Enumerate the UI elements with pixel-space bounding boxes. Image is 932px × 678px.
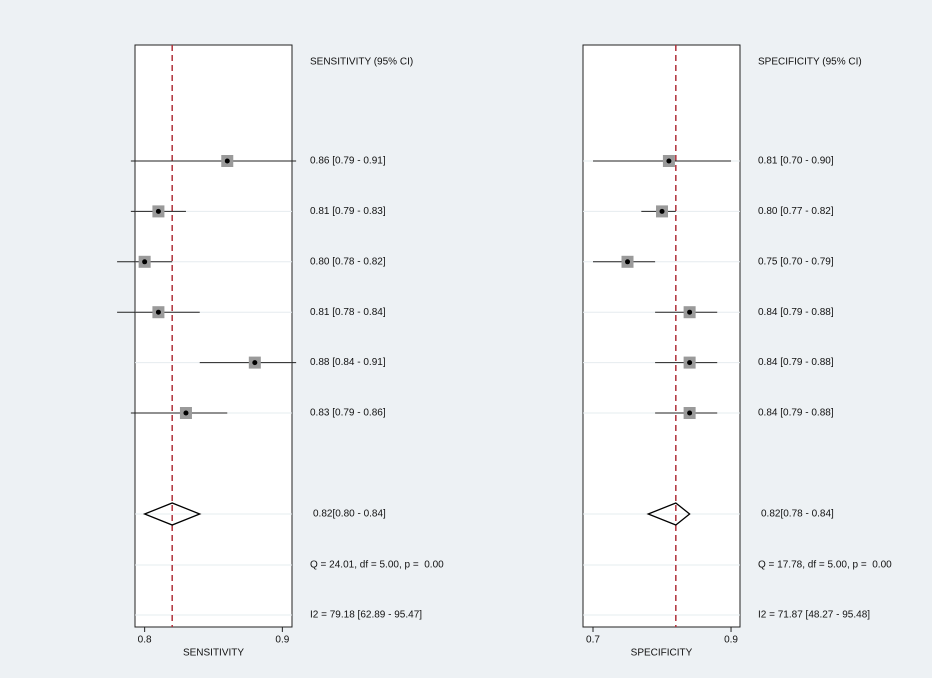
x-tick-label: 0.8 bbox=[138, 635, 152, 646]
study-label: 0.80 [0.78 - 0.82] bbox=[310, 256, 386, 267]
column-header: SENSITIVITY (95% CI) bbox=[310, 57, 413, 68]
study-point bbox=[625, 259, 631, 265]
study-point bbox=[155, 309, 161, 315]
study-label: 0.81 [0.70 - 0.90] bbox=[758, 156, 834, 167]
pooled-diamond bbox=[142, 502, 202, 526]
study-label: 0.84 [0.79 - 0.88] bbox=[758, 408, 834, 419]
heterogeneity-label: Q = 24.01, df = 5.00, p = 0.00 bbox=[310, 560, 444, 571]
study-label: 0.80 [0.77 - 0.82] bbox=[758, 206, 834, 217]
x-axis-title: SENSITIVITY bbox=[183, 648, 244, 659]
plot-area bbox=[134, 44, 293, 628]
study-label: 0.81 [0.78 - 0.84] bbox=[310, 307, 386, 318]
column-header: SPECIFICITY (95% CI) bbox=[758, 57, 862, 68]
pooled-label: 0.82[0.80 - 0.84] bbox=[313, 509, 386, 520]
study-label: 0.83 [0.79 - 0.86] bbox=[310, 408, 386, 419]
pooled-diamond bbox=[646, 502, 691, 526]
study-label: 0.84 [0.79 - 0.88] bbox=[758, 357, 834, 368]
x-tick-label: 0.7 bbox=[586, 635, 600, 646]
study-point bbox=[252, 360, 258, 366]
study-point bbox=[687, 360, 693, 366]
x-axis-title: SPECIFICITY bbox=[631, 648, 693, 659]
study-point bbox=[155, 208, 161, 214]
study-label: 0.81 [0.79 - 0.83] bbox=[310, 206, 386, 217]
x-tick-label: 0.9 bbox=[724, 635, 738, 646]
x-tick-label: 0.9 bbox=[275, 635, 289, 646]
study-label: 0.88 [0.84 - 0.91] bbox=[310, 357, 386, 368]
study-label: 0.84 [0.79 - 0.88] bbox=[758, 307, 834, 318]
study-point bbox=[666, 158, 672, 164]
pooled-label: 0.82[0.78 - 0.84] bbox=[761, 509, 834, 520]
study-label: 0.86 [0.79 - 0.91] bbox=[310, 156, 386, 167]
study-point bbox=[687, 309, 693, 315]
study-point bbox=[687, 410, 693, 416]
study-point bbox=[659, 208, 665, 214]
plot-area bbox=[582, 44, 741, 628]
study-point bbox=[183, 410, 189, 416]
study-label: 0.75 [0.70 - 0.79] bbox=[758, 256, 834, 267]
study-point bbox=[224, 158, 230, 164]
heterogeneity-label: Q = 17.78, df = 5.00, p = 0.00 bbox=[758, 560, 892, 571]
study-point bbox=[142, 259, 148, 265]
heterogeneity-label: I2 = 79.18 [62.89 - 95.47] bbox=[310, 610, 422, 621]
heterogeneity-label: I2 = 71.87 [48.27 - 95.48] bbox=[758, 610, 870, 621]
